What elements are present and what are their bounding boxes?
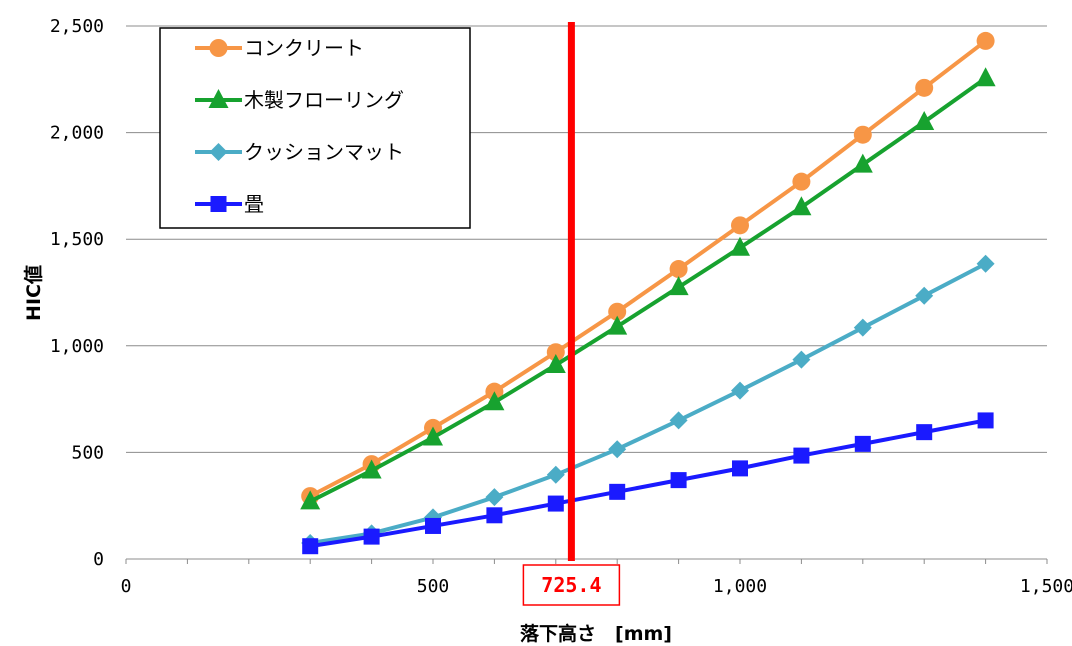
data-point	[485, 488, 504, 507]
data-point	[793, 447, 810, 464]
legend-swatch-marker	[209, 143, 228, 161]
threshold-label: 725.4	[541, 573, 601, 597]
y-tick-label: 500	[71, 442, 104, 463]
data-point	[546, 343, 565, 362]
data-point	[732, 460, 748, 477]
data-point	[484, 391, 505, 411]
legend-entry: クッションマット	[195, 140, 404, 164]
legend-entry: 木製フローリング	[195, 88, 404, 112]
data-series	[300, 31, 996, 555]
data-point	[731, 381, 749, 400]
y-tick-label: 2,500	[50, 16, 104, 37]
axes	[125, 558, 1048, 564]
tick-labels: 0 500 1,000 1,500 0 500 1,000 1,500 2,000 2,500	[50, 16, 1072, 597]
data-point	[977, 412, 994, 429]
data-point	[915, 78, 934, 97]
series-line	[309, 418, 986, 549]
series-line	[309, 39, 987, 498]
data-point	[730, 236, 750, 256]
series-line	[309, 76, 987, 504]
data-point	[670, 472, 687, 489]
legend-label: 畳	[244, 192, 264, 216]
threshold-label-box	[522, 564, 621, 606]
data-point	[425, 517, 441, 534]
legend-box	[159, 27, 471, 229]
x-tick-label: 1,500	[1020, 576, 1072, 597]
x-tick-label: 1,000	[713, 576, 767, 597]
data-point	[546, 465, 565, 484]
data-point	[791, 196, 812, 216]
legend-label: コンクリート	[244, 36, 364, 60]
data-point	[976, 254, 995, 273]
data-point	[853, 125, 872, 144]
data-point	[915, 286, 934, 305]
legend-swatch-marker	[208, 89, 229, 108]
y-tick-label: 2,000	[50, 123, 104, 144]
data-point	[302, 538, 319, 555]
data-point	[545, 353, 566, 373]
y-tick-label: 1,000	[50, 336, 104, 357]
data-point	[668, 276, 689, 296]
data-point	[914, 110, 935, 130]
y-tick-label: 0	[93, 549, 104, 570]
series-3	[302, 412, 994, 555]
x-tick-label: 0	[121, 576, 132, 597]
series-line	[309, 261, 987, 545]
legend-swatch-marker	[210, 196, 227, 212]
y-tick-label: 1,500	[50, 229, 104, 250]
data-point	[607, 315, 628, 335]
data-point	[669, 411, 688, 430]
data-point	[916, 424, 933, 441]
data-point	[547, 495, 564, 512]
x-axis-title: 落下高さ [mm]	[520, 622, 672, 645]
legend-label: 木製フローリング	[244, 88, 404, 112]
data-point	[854, 435, 871, 452]
x-tick-label: 500	[417, 576, 450, 597]
legend-swatch-marker	[209, 39, 228, 57]
legend-entry: 畳	[195, 192, 264, 216]
series-1	[300, 67, 996, 510]
data-point	[363, 528, 380, 545]
data-point	[975, 67, 996, 87]
data-point	[792, 172, 811, 191]
y-axis-title: HIC値	[23, 265, 45, 321]
data-point	[976, 31, 995, 50]
data-point	[423, 426, 443, 446]
data-point	[669, 260, 688, 279]
legend-label: クッションマット	[244, 140, 404, 164]
data-point	[852, 153, 873, 173]
data-point	[792, 350, 811, 369]
threshold-annotation: 725.4	[522, 22, 621, 606]
data-point	[300, 490, 321, 510]
legend-entry: コンクリート	[195, 36, 364, 60]
series-2	[301, 254, 995, 553]
data-point	[853, 318, 872, 337]
data-point	[361, 459, 382, 479]
data-point	[731, 216, 749, 235]
data-point	[609, 483, 626, 500]
data-point	[486, 507, 503, 524]
data-point	[608, 302, 627, 321]
data-point	[608, 440, 627, 459]
